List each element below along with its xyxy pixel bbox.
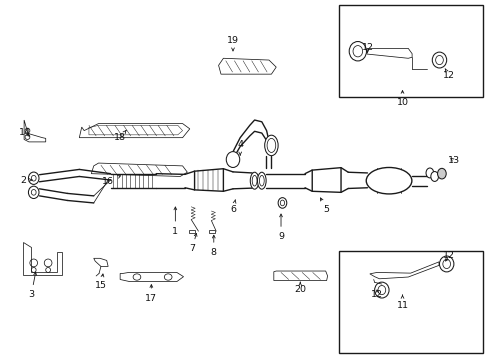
Ellipse shape (250, 172, 259, 189)
Text: 18: 18 (114, 130, 126, 142)
Text: 19: 19 (227, 36, 239, 51)
Polygon shape (120, 273, 184, 282)
Text: 6: 6 (230, 200, 236, 215)
Text: 3: 3 (28, 272, 36, 299)
Text: 17: 17 (146, 285, 157, 303)
Ellipse shape (226, 152, 240, 167)
Ellipse shape (265, 135, 278, 156)
Text: 12: 12 (362, 43, 373, 53)
Polygon shape (367, 48, 412, 58)
Text: 14: 14 (19, 128, 31, 137)
Polygon shape (195, 169, 223, 191)
Polygon shape (24, 120, 46, 142)
Text: 9: 9 (278, 214, 284, 241)
Bar (339, 5, 483, 97)
Bar (189, 230, 195, 233)
Ellipse shape (366, 167, 412, 194)
Polygon shape (23, 242, 62, 275)
Text: 8: 8 (211, 235, 217, 257)
Ellipse shape (431, 171, 439, 181)
Text: 12: 12 (371, 290, 383, 299)
Text: 5: 5 (320, 198, 330, 215)
Text: 15: 15 (95, 274, 107, 290)
Text: 2: 2 (20, 176, 32, 185)
Ellipse shape (432, 52, 447, 68)
Text: 13: 13 (448, 156, 460, 165)
Polygon shape (370, 262, 439, 279)
Text: 7: 7 (189, 233, 197, 253)
Ellipse shape (28, 186, 39, 198)
Text: 11: 11 (396, 295, 409, 310)
Text: 16: 16 (102, 176, 121, 186)
Ellipse shape (375, 282, 389, 298)
Ellipse shape (349, 41, 367, 61)
Text: 12: 12 (443, 69, 455, 80)
Polygon shape (79, 123, 190, 138)
Ellipse shape (440, 256, 454, 272)
Polygon shape (94, 258, 108, 266)
Polygon shape (274, 271, 328, 280)
Text: 4: 4 (237, 140, 243, 155)
Polygon shape (312, 168, 341, 192)
Text: 1: 1 (172, 207, 178, 236)
Polygon shape (91, 163, 187, 176)
Text: 10: 10 (396, 91, 409, 107)
Ellipse shape (257, 172, 266, 189)
Text: 12: 12 (443, 251, 455, 261)
Bar (209, 230, 215, 233)
Polygon shape (219, 58, 276, 74)
Ellipse shape (438, 168, 446, 179)
Ellipse shape (278, 198, 287, 208)
Ellipse shape (28, 172, 39, 184)
Ellipse shape (426, 168, 434, 178)
Text: 20: 20 (294, 282, 306, 294)
Bar (339, 251, 483, 353)
